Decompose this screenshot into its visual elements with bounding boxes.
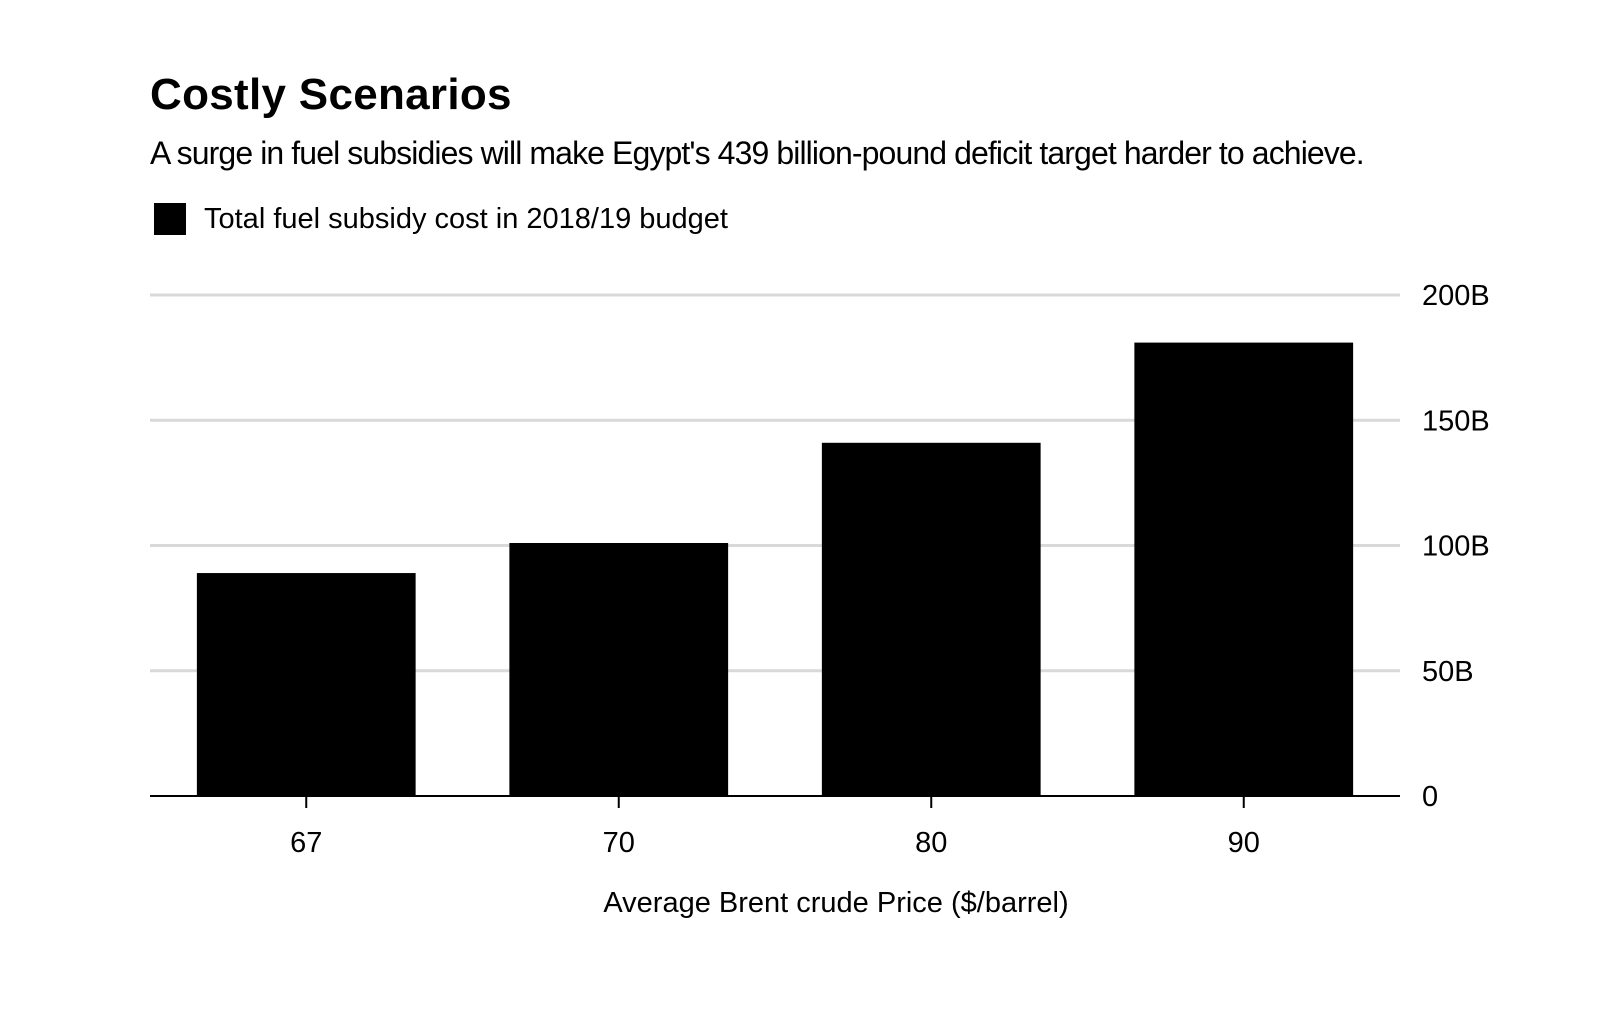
- bars: [196, 342, 1354, 796]
- y-tick-label: 150B: [1422, 405, 1490, 437]
- x-tick-label: 80: [915, 827, 947, 859]
- y-tick-label: 0: [1422, 781, 1438, 813]
- legend-label: Total fuel subsidy cost in 2018/19 budge…: [204, 202, 728, 235]
- legend-swatch: [154, 203, 186, 235]
- legend: Total fuel subsidy cost in 2018/19 budge…: [154, 203, 728, 235]
- bar: [1134, 342, 1354, 796]
- bar: [509, 542, 729, 796]
- x-axis-labels: 67 70 80 90: [290, 827, 1260, 859]
- bar: [821, 442, 1041, 796]
- y-axis-labels: 0 50B 100B 150B 200B: [1422, 280, 1490, 813]
- chart-subtitle: A surge in fuel subsidies will make Egyp…: [150, 135, 1365, 171]
- y-tick-label: 100B: [1422, 531, 1490, 563]
- chart-title: Costly Scenarios: [150, 70, 512, 119]
- x-axis-title: Average Brent crude Price ($/barrel): [603, 887, 1068, 919]
- bar: [196, 573, 416, 796]
- x-tick-label: 70: [603, 827, 635, 859]
- y-tick-label: 50B: [1422, 656, 1474, 688]
- x-tick-label: 90: [1228, 827, 1260, 859]
- y-tick-label: 200B: [1422, 280, 1490, 312]
- x-axis: [150, 795, 1400, 808]
- x-tick-label: 67: [290, 827, 322, 859]
